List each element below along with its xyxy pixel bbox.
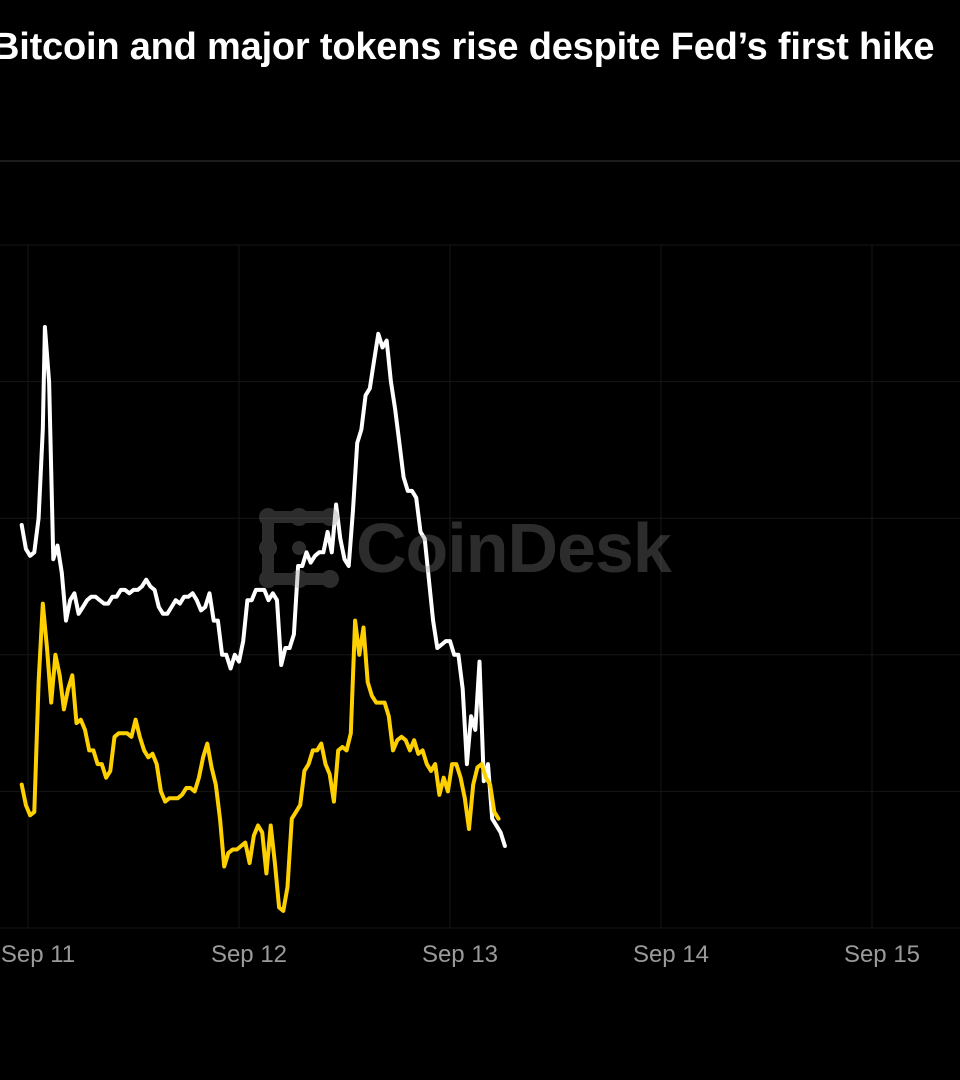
series-line-1 xyxy=(19,325,507,848)
x-tick-label: Sep 13 xyxy=(422,941,498,968)
coindesk-logo-icon xyxy=(259,508,339,588)
series-layer xyxy=(19,325,507,913)
x-axis: Sep 11 Sep 12 Sep 13 Sep 14 Sep 15 xyxy=(1,941,920,968)
x-tick-label: Sep 14 xyxy=(633,941,709,968)
header-divider xyxy=(0,160,960,162)
x-tick-label: Sep 15 xyxy=(844,941,920,968)
x-tick-label: Sep 11 xyxy=(1,941,75,968)
chart-title: Bitcoin and major tokens rise despite Fe… xyxy=(0,26,935,68)
series-line-2 xyxy=(19,601,501,913)
coindesk-watermark: CoinDesk xyxy=(256,500,672,596)
coindesk-wordmark: CoinDesk xyxy=(356,509,672,587)
x-tick-label: Sep 12 xyxy=(211,941,287,968)
